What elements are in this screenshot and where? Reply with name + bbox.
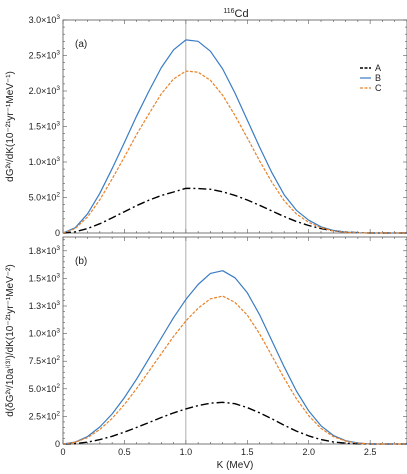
series-A-line [62,401,407,445]
y-tick-label: 1.3×103 [29,300,61,311]
y-tick-label: 1.0×103 [29,328,61,339]
y-tick-label: 5.0×102 [29,383,61,394]
y-tick-label: 0 [55,439,60,449]
x-tick-label: 2.0 [302,447,315,457]
series-A-line [62,187,407,234]
legend-label-B: B [375,73,381,83]
legend: ABC [360,63,382,93]
y-tick-label: 2.5×103 [29,50,61,61]
title-element: Cd [235,8,249,20]
series-C-line [62,70,407,234]
x-tick-label: 0.5 [118,447,131,457]
y-tick-label: 7.5×102 [29,355,61,366]
y-tick-label: 1.8×103 [29,245,61,256]
legend-label-A: A [375,63,381,73]
y-axis-label: d(δG²ᵛ/10aⁱ⁽³⁾)/dK(10⁻²¹yr⁻¹MeV⁻²) [5,264,16,416]
panel-a: 0 5.0×102 1.0×103 1.5×103 2.0×103 2.5×103 3.0×… [5,14,407,238]
title-superscript: 116 [223,8,234,15]
x-tick-label: 0 [60,447,65,457]
y-tick-label: 0 [55,228,60,238]
plot-frame [62,19,407,234]
y-tick-label: 3.0×103 [29,14,61,25]
panel-b: 0 0.5 1.0 1.5 2.0 2.5 0 2.5×102 5.0×102 7.5×102 1.… [5,236,407,457]
y-tick-label: 5.0×102 [29,192,61,203]
legend-label-C: C [375,83,382,93]
series-B-line [62,39,407,234]
panel-label: (a) [75,39,87,50]
x-tick-label: 2.5 [364,447,377,457]
y-axis-label: dG²ᵛ/dK(10⁻²¹yr⁻¹MeV⁻¹) [5,71,16,182]
y-tick-label: 2.0×103 [29,85,61,96]
x-tick-label: 1.5 [241,447,254,457]
y-tick-label: 1.5×103 [29,272,61,283]
figure-title: 116Cd [223,8,248,20]
y-tick-label: 1.5×103 [29,121,61,132]
series-C-line [62,295,407,445]
svg-text:116Cd: 116Cd [223,8,248,20]
x-tick-label: 1.0 [180,447,193,457]
series-B-line [62,270,407,445]
y-tick-label: 2.5×102 [29,410,61,421]
y-tick-label: 1.0×103 [29,156,61,167]
panel-label: (b) [75,256,87,267]
x-axis-label: K (MeV) [217,460,254,471]
plot-frame [62,236,407,445]
